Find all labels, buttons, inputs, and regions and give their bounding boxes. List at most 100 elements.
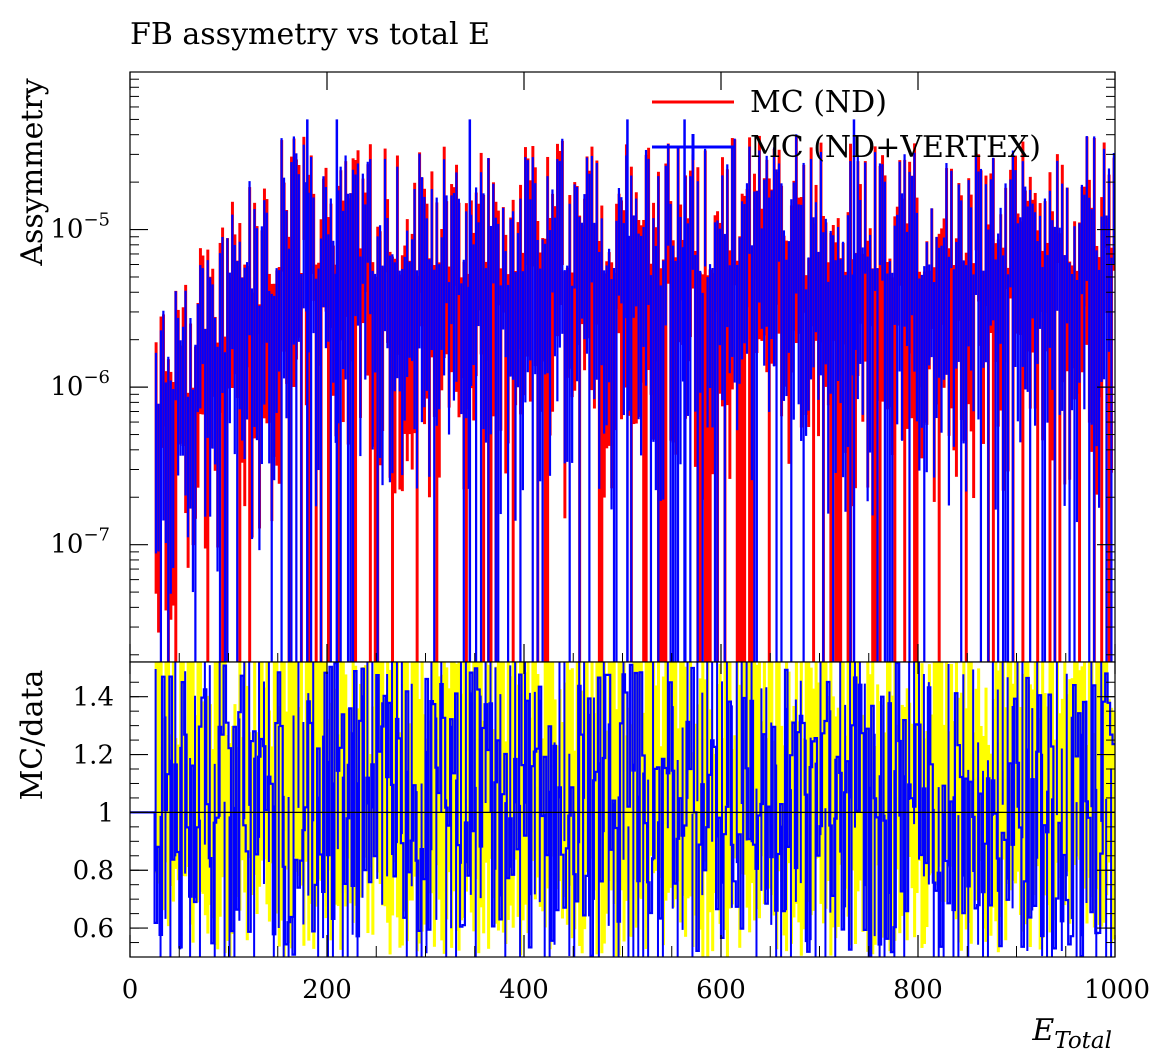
y-tick-label-top: 10−6 bbox=[50, 367, 110, 402]
x-tick-label: 1000 bbox=[1084, 975, 1150, 1005]
ratio-band-bin bbox=[487, 664, 491, 949]
bar-mc-nd-vertex bbox=[1006, 274, 1010, 662]
bar-mc-nd-vertex bbox=[511, 211, 515, 380]
bar-mc-nd-vertex bbox=[1036, 241, 1039, 364]
bar-mc-nd-vertex bbox=[280, 138, 283, 663]
bar-mc-nd-vertex bbox=[324, 187, 327, 349]
ratio-band-bin bbox=[1063, 662, 1067, 906]
bar-mc-nd-vertex bbox=[573, 184, 576, 289]
bar-mc-nd-vertex bbox=[415, 270, 419, 489]
bar-mc-nd-vertex bbox=[1073, 226, 1076, 662]
bar-mc-nd-vertex bbox=[704, 148, 707, 267]
bar-mc-nd-vertex bbox=[204, 328, 207, 517]
bar-mc-nd-vertex bbox=[669, 203, 672, 662]
ratio-band-bin bbox=[457, 662, 461, 951]
bar-mc-nd bbox=[878, 165, 882, 662]
bar-mc-nd-vertex bbox=[994, 259, 997, 510]
bar-mc-nd-vertex bbox=[516, 233, 520, 388]
ratio-band-bin bbox=[482, 720, 486, 934]
bar-mc-nd-vertex bbox=[167, 356, 170, 662]
bar-mc-nd bbox=[738, 236, 742, 662]
bar-mc-nd-vertex bbox=[930, 208, 933, 358]
ratio-line bbox=[130, 661, 1115, 958]
bar-mc-nd-vertex bbox=[1110, 257, 1113, 662]
bar-mc-nd-vertex bbox=[920, 274, 923, 428]
bar-mc-nd-vertex bbox=[413, 188, 416, 430]
bar-mc-nd-vertex bbox=[590, 155, 593, 283]
ratio-band-bin bbox=[935, 662, 939, 886]
bar-mc-nd-vertex bbox=[1085, 136, 1088, 281]
bar-mc-nd-vertex bbox=[1058, 227, 1061, 415]
bar-mc-nd-vertex bbox=[603, 270, 606, 434]
bar-mc-nd-vertex bbox=[743, 204, 746, 344]
bar-mc-nd-vertex bbox=[346, 193, 350, 662]
ratio-band-bin bbox=[1105, 662, 1109, 896]
bar-mc-nd-vertex bbox=[302, 144, 305, 309]
bar-mc-nd bbox=[812, 223, 816, 663]
bar-mc-nd bbox=[511, 199, 515, 662]
bar-mc-nd-vertex bbox=[807, 257, 810, 411]
bar-mc-nd-vertex bbox=[275, 268, 278, 413]
bar-mc-nd-vertex bbox=[982, 270, 985, 368]
ratio-band-bin bbox=[501, 662, 505, 933]
bar-mc-nd-vertex bbox=[726, 164, 729, 328]
bar-mc-nd-vertex bbox=[319, 238, 323, 663]
bar-mc-nd-vertex bbox=[314, 278, 318, 507]
bar-mc-nd-vertex bbox=[317, 268, 320, 471]
ratio-band-bin bbox=[664, 662, 668, 901]
bar-mc-nd bbox=[913, 143, 917, 662]
bar-mc-nd-vertex bbox=[561, 138, 564, 334]
bar-mc-nd-vertex bbox=[442, 159, 446, 376]
bar-mc-nd-vertex bbox=[568, 203, 571, 662]
bar-mc-nd bbox=[950, 168, 953, 409]
bar-mc-nd-vertex bbox=[159, 330, 163, 662]
bar-mc-nd-vertex bbox=[194, 344, 197, 662]
bar-mc-nd bbox=[546, 156, 550, 662]
bar-mc-nd-vertex bbox=[790, 199, 793, 663]
bar-mc-nd-vertex bbox=[873, 152, 877, 291]
bar-mc-nd-vertex bbox=[1038, 215, 1042, 329]
ratio-band-bin bbox=[836, 707, 840, 927]
bar-mc-nd bbox=[336, 185, 340, 663]
ratio-band-bin bbox=[1004, 707, 1008, 941]
ratio-band-bin bbox=[686, 724, 690, 899]
ratio-band-bin bbox=[644, 662, 648, 949]
bar-mc-nd bbox=[435, 202, 439, 663]
series-mc-nd-vertex bbox=[154, 119, 1115, 663]
bar-mc-nd-vertex bbox=[859, 199, 862, 364]
bar-mc-nd-vertex bbox=[785, 259, 788, 397]
bar-mc-nd-vertex bbox=[539, 268, 542, 482]
bar-mc-nd bbox=[238, 223, 242, 662]
bar-mc-nd-vertex bbox=[812, 217, 815, 368]
bar-mc-nd-vertex bbox=[933, 282, 936, 478]
bar-mc-nd bbox=[706, 275, 710, 662]
ratio-band-bin bbox=[157, 662, 161, 884]
bar-mc-nd-vertex bbox=[1053, 226, 1056, 662]
bar-mc-nd bbox=[1036, 230, 1040, 663]
bar-mc-nd-vertex bbox=[1078, 223, 1081, 383]
bar-mc-nd-vertex bbox=[827, 281, 830, 514]
bar-mc-nd-vertex bbox=[231, 214, 234, 350]
bar-mc-nd-vertex bbox=[1004, 183, 1007, 663]
bar-mc-nd bbox=[600, 205, 604, 662]
bar-mc-nd-vertex bbox=[386, 217, 389, 349]
bar-mc-nd-vertex bbox=[947, 256, 951, 506]
ratio-band-bin bbox=[590, 662, 594, 859]
bar-mc-nd-vertex bbox=[721, 175, 724, 401]
ratio-band-bin bbox=[940, 662, 944, 902]
bar-mc-nd bbox=[664, 163, 668, 662]
ratio-band-bin bbox=[285, 711, 289, 870]
bar-mc-nd-vertex bbox=[332, 240, 335, 383]
x-tick-label: 800 bbox=[893, 975, 943, 1005]
bar-mc-nd-vertex bbox=[440, 237, 443, 350]
ratio-band-bin bbox=[198, 662, 203, 892]
bar-mc-nd-vertex bbox=[829, 230, 832, 394]
bar-mc-nd-vertex bbox=[211, 284, 214, 449]
bar-mc-nd-vertex bbox=[962, 260, 965, 444]
bar-mc-nd-vertex bbox=[1033, 212, 1037, 426]
ratio-band-bin bbox=[1048, 662, 1052, 933]
bar-mc-nd-vertex bbox=[792, 182, 795, 420]
bar-mc-nd-vertex bbox=[361, 173, 364, 284]
bar-mc-nd bbox=[748, 137, 752, 663]
bar-mc-nd-vertex bbox=[997, 233, 1000, 662]
